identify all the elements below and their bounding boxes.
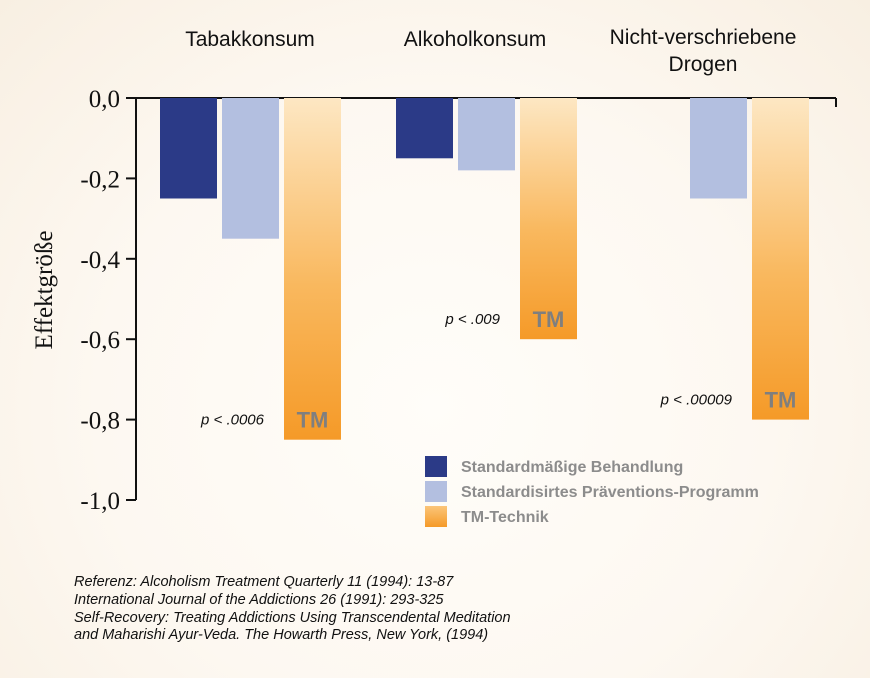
legend-label: TM-Technik [461,509,549,526]
y-tick-label: -0,6 [80,327,120,354]
legend-swatch [425,456,447,477]
reference-line: and Maharishi Ayur-Veda. The Howarth Pre… [74,627,489,644]
tm-bar-mark: TM [533,307,565,332]
bar [520,98,577,340]
category-label: Drogen [669,53,738,76]
bar [284,98,341,440]
bar [160,98,217,199]
y-tick-label: -1,0 [80,488,120,515]
y-axis-label: Effektgröße [31,231,58,350]
y-tick-label: -0,4 [80,247,120,274]
reference-line: Referenz: Alcoholism Treatment Quarterly… [74,574,454,590]
tm-bar-mark: TM [297,408,329,433]
p-value-label: p < .0006 [200,412,265,429]
reference-line: International Journal of the Addictions … [74,591,444,608]
legend-swatch [425,481,447,502]
references: Referenz: Alcoholism Treatment Quarterly… [74,574,511,645]
bar [690,98,747,199]
legend: Standardmäßige Behandlung Standardisirtes… [425,456,759,527]
bar [752,98,809,420]
y-tick-label: -0,8 [80,408,120,435]
legend-label: Standardisirtes Präventions-Programm [461,484,759,501]
y-tick-label: -0,2 [80,166,120,193]
legend-label: Standardmäßige Behandlung [461,459,683,476]
tm-bar-mark: TM [765,388,797,413]
p-value-label: p < .009 [444,311,500,328]
bar [458,98,515,171]
y-tick-label: 0,0 [89,86,120,113]
category-label: Tabakkonsum [185,28,315,51]
bar [222,98,279,239]
p-value-label: p < .00009 [660,392,733,409]
category-label: Alkoholkonsum [404,28,546,51]
legend-swatch [425,506,447,527]
reference-line: Self-Recovery: Treating Addictions Using… [74,609,511,626]
bar [396,98,453,159]
category-label: Nicht-verschriebene [610,26,797,49]
